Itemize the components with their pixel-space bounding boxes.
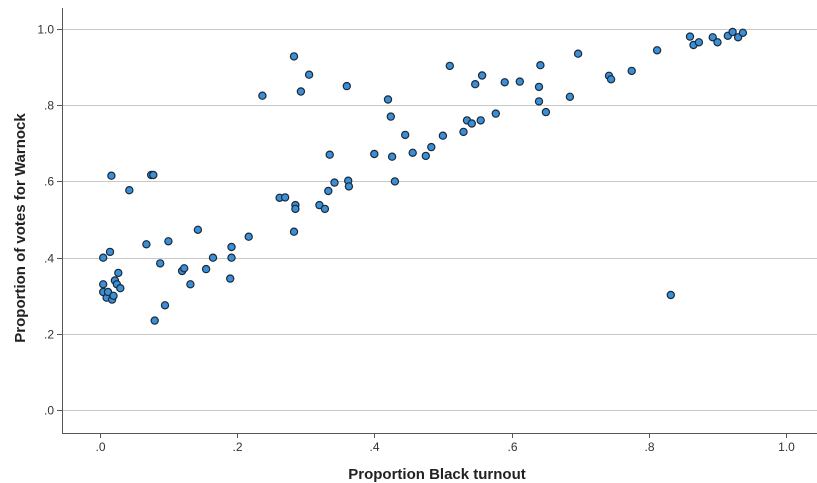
data-point bbox=[438, 131, 448, 140]
data-point bbox=[666, 290, 676, 300]
x-tick-label: .2 bbox=[232, 440, 242, 454]
data-point bbox=[491, 109, 500, 118]
y-axis-title: Proportion of votes for Warnock bbox=[12, 113, 29, 343]
data-point bbox=[296, 87, 306, 96]
data-point bbox=[109, 291, 118, 300]
data-point bbox=[291, 204, 300, 214]
data-point bbox=[541, 107, 551, 117]
y-tick-label: .6 bbox=[44, 175, 54, 189]
data-point bbox=[114, 268, 123, 278]
data-point bbox=[304, 70, 314, 79]
data-point bbox=[289, 52, 299, 61]
data-point bbox=[186, 280, 195, 289]
data-point bbox=[98, 280, 108, 289]
data-point bbox=[342, 81, 351, 91]
data-point bbox=[289, 227, 299, 236]
data-point bbox=[155, 259, 165, 268]
data-point bbox=[227, 253, 236, 262]
data-point bbox=[459, 127, 468, 137]
data-point bbox=[408, 148, 417, 157]
data-point bbox=[107, 171, 116, 180]
data-point bbox=[387, 152, 397, 161]
data-point bbox=[536, 60, 545, 70]
data-point bbox=[421, 151, 430, 161]
data-point bbox=[471, 79, 480, 89]
data-point bbox=[386, 112, 395, 121]
data-point bbox=[534, 82, 544, 92]
data-point bbox=[390, 177, 400, 186]
data-point bbox=[227, 242, 236, 252]
y-tick-label: .4 bbox=[44, 252, 54, 266]
data-point bbox=[164, 237, 173, 246]
x-tick-label: 1.0 bbox=[778, 440, 795, 454]
data-point bbox=[280, 193, 290, 202]
x-tick-label: .8 bbox=[644, 440, 654, 454]
data-points bbox=[98, 27, 748, 325]
y-tick-label: .0 bbox=[44, 404, 54, 418]
data-point bbox=[728, 27, 737, 37]
data-point bbox=[627, 66, 636, 76]
data-point bbox=[103, 287, 113, 297]
x-tick-label: .6 bbox=[507, 440, 517, 454]
data-point bbox=[500, 78, 509, 87]
data-point bbox=[383, 95, 393, 104]
data-point bbox=[324, 186, 333, 196]
data-point bbox=[149, 170, 158, 180]
data-point bbox=[330, 178, 339, 187]
data-point bbox=[116, 284, 125, 293]
data-point bbox=[344, 182, 354, 191]
data-point bbox=[401, 130, 410, 140]
data-point bbox=[370, 149, 379, 159]
data-point bbox=[325, 150, 334, 159]
data-point bbox=[534, 97, 544, 106]
data-point bbox=[427, 142, 436, 152]
data-point bbox=[244, 232, 253, 241]
data-point bbox=[573, 49, 583, 58]
data-point bbox=[606, 75, 616, 84]
data-point bbox=[476, 116, 485, 125]
x-tick-label: .4 bbox=[369, 440, 379, 454]
data-point bbox=[142, 240, 151, 249]
data-point bbox=[193, 225, 203, 234]
data-point bbox=[315, 200, 324, 210]
data-point bbox=[160, 301, 170, 310]
data-point bbox=[713, 38, 722, 47]
gridlines bbox=[62, 29, 817, 411]
data-point bbox=[320, 204, 330, 214]
data-point bbox=[467, 119, 476, 128]
data-point bbox=[738, 28, 748, 37]
y-tick-label: .8 bbox=[44, 99, 54, 113]
data-point bbox=[201, 264, 211, 274]
y-tick-label: 1.0 bbox=[37, 23, 54, 37]
data-point bbox=[694, 38, 704, 47]
x-tick-label: .0 bbox=[95, 440, 105, 454]
data-point bbox=[652, 46, 662, 55]
data-point bbox=[685, 32, 695, 41]
data-point bbox=[708, 33, 717, 42]
x-axis-title: Proportion Black turnout bbox=[348, 466, 526, 483]
data-point bbox=[150, 316, 159, 325]
data-point bbox=[515, 77, 525, 86]
data-point bbox=[125, 185, 134, 195]
data-point bbox=[225, 274, 235, 283]
axes bbox=[57, 8, 817, 438]
data-point bbox=[98, 253, 108, 262]
y-tick-label: .2 bbox=[44, 328, 54, 342]
data-point bbox=[445, 61, 454, 71]
data-point bbox=[565, 92, 575, 102]
data-point bbox=[477, 71, 487, 80]
data-point bbox=[179, 264, 189, 273]
data-point bbox=[208, 253, 218, 262]
data-point bbox=[258, 91, 267, 100]
data-point bbox=[105, 247, 115, 257]
tick-labels: .0 .2 .4 .6 .8 1.0 .0 .2 .4 .6 .8 1.0 bbox=[37, 23, 795, 455]
